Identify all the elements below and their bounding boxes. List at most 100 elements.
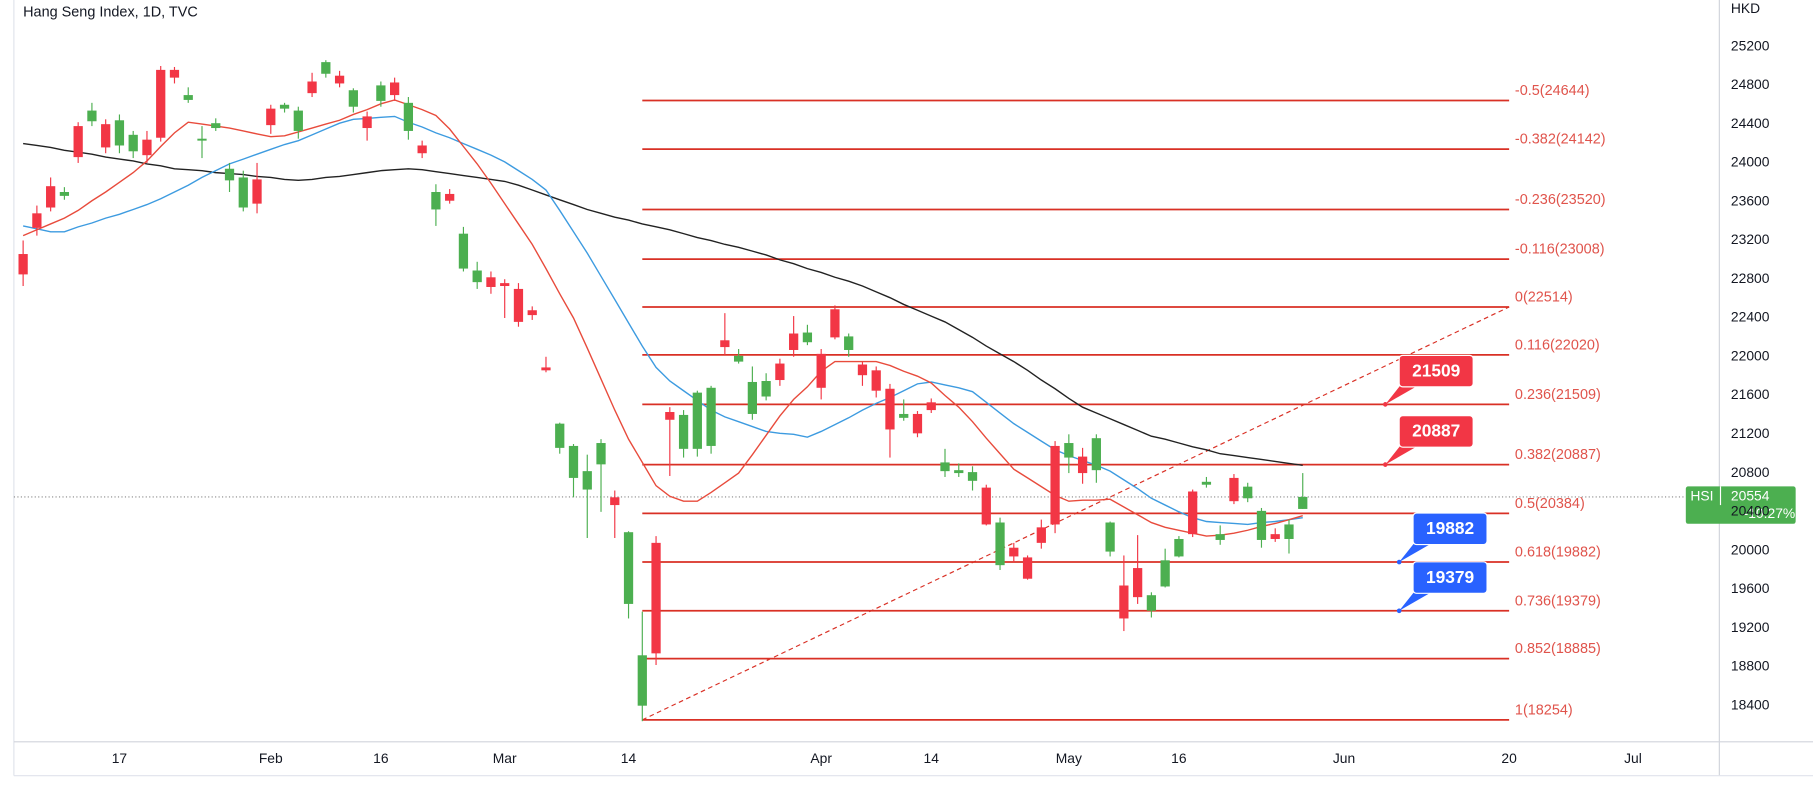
overlay-layer: 21509 20887 19882 19379 HSI 20554-10.27%: [1382, 354, 1796, 614]
x-tick-label: 16: [373, 750, 389, 766]
moving-average-line: [22, 115, 1303, 526]
candle-body: [1022, 557, 1033, 579]
x-tick-label: 20: [1501, 750, 1517, 766]
x-tick-label: 14: [924, 750, 940, 766]
candle-body: [555, 423, 565, 448]
candle-body: [197, 138, 207, 141]
candle-body: [362, 116, 372, 129]
candle-body: [1256, 510, 1267, 540]
y-tick-label: 20800: [1731, 464, 1770, 480]
candle-body: [1215, 534, 1225, 540]
candle-body: [1270, 534, 1280, 539]
candle-body: [610, 497, 620, 506]
candle-body: [183, 95, 193, 100]
candle-body: [293, 110, 303, 131]
candle-body: [651, 542, 661, 654]
callout-label: 19882: [1426, 518, 1474, 538]
fib-level-label: 0.236(21509): [1515, 387, 1601, 403]
candle-body: [1201, 481, 1212, 485]
fib-level-label: 0(22514): [1515, 289, 1573, 305]
x-tick-label: Apr: [810, 750, 832, 766]
candle-body: [431, 192, 441, 210]
candle-body: [596, 443, 606, 465]
candle-body: [733, 355, 744, 362]
candle-body: [266, 108, 276, 126]
y-tick-label: 23200: [1731, 231, 1770, 247]
candle-body: [720, 340, 730, 348]
candles-layer: [18, 60, 1308, 722]
y-tick-label: 18800: [1731, 658, 1770, 674]
candle-body: [1298, 496, 1308, 509]
candle-body: [1077, 456, 1088, 474]
moving-average-line: [22, 99, 1303, 537]
fib-level-label: 0.382(20887): [1515, 447, 1601, 463]
candle-body: [238, 177, 248, 208]
candle-body: [128, 134, 138, 152]
x-tick-label: 14: [621, 750, 637, 766]
candle-body: [885, 388, 895, 430]
candle-body: [1119, 585, 1129, 619]
candle-body: [458, 233, 469, 269]
last-price-symbol: HSI: [1690, 488, 1713, 504]
candle-body: [334, 75, 345, 84]
candle-body: [1009, 547, 1019, 557]
fib-level-label: 0.736(19379): [1515, 593, 1601, 609]
candle-body: [678, 414, 689, 449]
candle-body: [802, 332, 813, 343]
candle-body: [747, 381, 757, 414]
candle-body: [32, 213, 42, 228]
candle-body: [830, 309, 840, 338]
candle-body: [981, 487, 991, 525]
candle-body: [637, 655, 647, 706]
candle-body: [1133, 568, 1143, 598]
candle-body: [486, 277, 496, 287]
y-tick-label: 22400: [1731, 309, 1770, 325]
candle-body: [789, 333, 799, 350]
candle-body: [926, 402, 936, 411]
candle-body: [912, 413, 923, 434]
candle-body: [623, 532, 634, 604]
callout-anchor: [1396, 608, 1402, 614]
ma-layer: [22, 99, 1303, 537]
candle-body: [857, 364, 868, 376]
candle-body: [761, 381, 771, 397]
y-axis-label: HKD: [1731, 0, 1760, 16]
candle-body: [1050, 445, 1060, 525]
last-price-value: 20554: [1731, 488, 1770, 504]
callout-label: 21509: [1412, 360, 1461, 380]
candle-body: [59, 192, 70, 196]
last-price-badge: [1685, 486, 1796, 524]
candle-body: [156, 69, 166, 138]
candle-body: [706, 387, 716, 446]
candle-body: [940, 462, 950, 472]
fib-level-label: -0.116(23008): [1515, 242, 1605, 258]
callout-box: [1412, 561, 1488, 594]
fib-level-label: 0.116(22020): [1515, 337, 1600, 353]
callout-anchor: [1396, 559, 1402, 565]
y-tick-label: 22800: [1731, 270, 1770, 286]
candle-body: [1284, 524, 1294, 539]
fib-level-label: -0.382(24142): [1515, 132, 1606, 148]
fib-level-label: -0.5(24644): [1515, 83, 1590, 99]
fib-level-label: 0.618(19882): [1515, 545, 1601, 561]
moving-average-line: [23, 142, 1303, 466]
candle-body: [692, 392, 702, 449]
candle-body: [582, 471, 592, 490]
candle-body: [775, 363, 785, 381]
y-tick-label: 20000: [1731, 541, 1770, 557]
candle-body: [73, 126, 83, 158]
callout-label: 19379: [1426, 567, 1475, 587]
candle-body: [87, 110, 97, 122]
candle-body: [899, 413, 909, 418]
fib-level-label: -0.236(23520): [1515, 192, 1606, 208]
candle-body: [665, 412, 675, 420]
y-tick-label: 21200: [1731, 425, 1770, 441]
x-tick-label: Feb: [259, 750, 283, 766]
candle-body: [46, 186, 56, 208]
candle-body: [114, 120, 125, 146]
candle-body: [844, 336, 854, 350]
candle-body: [1036, 527, 1046, 543]
candle-body: [1160, 560, 1170, 587]
y-tick-label: 24000: [1731, 154, 1770, 170]
